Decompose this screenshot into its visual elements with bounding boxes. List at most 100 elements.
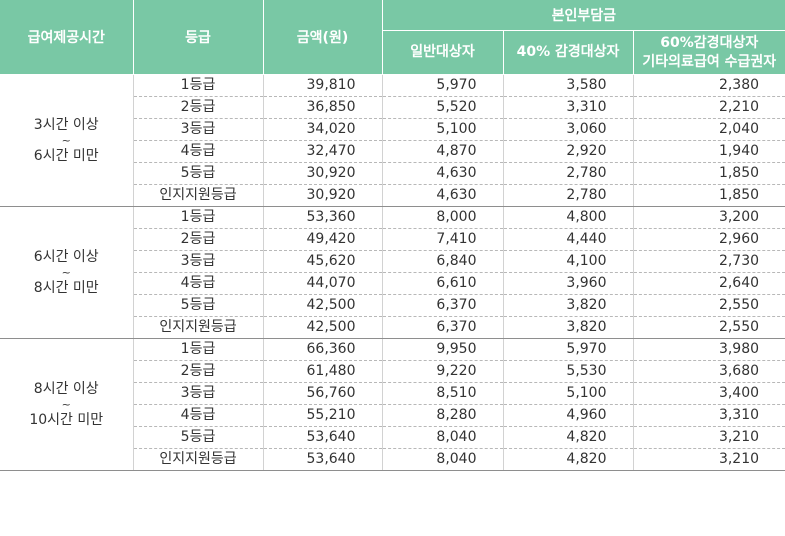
header-grade: 등급 [133,0,264,75]
time-from: 3시간 이상 [33,117,99,133]
amount-cell: 30,920 [262,184,382,207]
reduced40-copay-cell: 3,960 [502,272,633,295]
table-row: 인지지원등급 53,640 8,040 4,820 3,210 [0,448,785,471]
general-copay-cell: 8,510 [381,382,503,405]
grade-cell: 인지지원등급 [132,448,263,471]
reduced40-copay-cell: 5,100 [502,382,633,405]
general-copay-cell: 8,000 [381,206,503,229]
general-copay-cell: 7,410 [381,228,503,251]
reduced60-copay-cell: 3,400 [632,382,785,405]
general-copay-cell: 6,840 [381,250,503,273]
reduced40-copay-cell: 3,820 [502,316,633,339]
reduced60-copay-cell: 3,680 [632,360,785,383]
general-copay-cell: 5,970 [381,74,503,97]
reduced60-copay-cell: 2,550 [632,316,785,339]
time-tilde: ~ [61,134,71,147]
grade-cell: 3등급 [132,250,263,273]
header-reduced-60-line1: 60%감경대상자 [660,34,759,51]
reduced40-copay-cell: 4,820 [502,426,633,449]
grade-cell: 3등급 [132,118,263,141]
reduced40-copay-cell: 2,780 [502,184,633,207]
grade-cell: 2등급 [132,228,263,251]
time-from: 6시간 이상 [33,249,99,265]
general-copay-cell: 6,370 [381,316,503,339]
reduced60-copay-cell: 3,210 [632,426,785,449]
header-amount: 금액(원) [263,0,383,75]
table-row: 2등급 36,850 5,520 3,310 2,210 [0,96,785,119]
table-row: 5등급 53,640 8,040 4,820 3,210 [0,426,785,449]
amount-cell: 45,620 [262,250,382,273]
reduced40-copay-cell: 3,580 [502,74,633,97]
grade-cell: 1등급 [132,74,263,97]
time-range-cell: 8시간 이상 ~10시간 미만 [0,338,133,471]
reduced60-copay-cell: 2,550 [632,294,785,317]
reduced40-copay-cell: 3,060 [502,118,633,141]
table-row: 2등급 61,480 9,220 5,530 3,680 [0,360,785,383]
table-row: 6시간 이상 ~8시간 미만 1등급 53,360 8,000 4,800 3,200 [0,206,785,339]
reduced40-copay-cell: 4,820 [502,448,633,471]
grade-cell: 1등급 [132,206,263,229]
table-row: 3등급 34,020 5,100 3,060 2,040 [0,118,785,141]
grade-cell: 5등급 [132,294,263,317]
amount-cell: 49,420 [262,228,382,251]
general-copay-cell: 6,610 [381,272,503,295]
reduced60-copay-cell: 2,960 [632,228,785,251]
reduced40-copay-cell: 2,920 [502,140,633,163]
header-reduced-60-line2: 기타의료급여 수급권자 [642,53,777,70]
table-row: 2등급 49,420 7,410 4,440 2,960 [0,228,785,251]
reduced40-copay-cell: 2,780 [502,162,633,185]
table-row: 3시간 이상 ~6시간 미만 1등급 39,810 5,970 3,580 2,380 [0,74,785,207]
grade-cell: 4등급 [132,272,263,295]
amount-cell: 36,850 [262,96,382,119]
grade-cell: 2등급 [132,96,263,119]
general-copay-cell: 8,040 [381,448,503,471]
table-header: 급여제공시간 등급 금액(원) 본인부담금 일반대상자 40% 감경대상자 60… [0,0,785,75]
general-copay-cell: 8,280 [381,404,503,427]
time-to: 10시간 미만 [29,412,104,428]
reduced40-copay-cell: 4,800 [502,206,633,229]
header-reduced-40: 40% 감경대상자 [503,30,634,75]
reduced60-copay-cell: 1,850 [632,162,785,185]
time-to: 8시간 미만 [33,280,99,296]
amount-cell: 34,020 [262,118,382,141]
time-to: 6시간 미만 [33,148,99,164]
general-copay-cell: 4,870 [381,140,503,163]
reduced40-copay-cell: 4,440 [502,228,633,251]
amount-cell: 32,470 [262,140,382,163]
amount-cell: 53,640 [262,426,382,449]
general-copay-cell: 5,100 [381,118,503,141]
header-reduced-60: 60%감경대상자 기타의료급여 수급권자 [633,30,785,75]
grade-cell: 1등급 [132,338,263,361]
time-tilde: ~ [61,398,71,411]
reduced40-copay-cell: 3,310 [502,96,633,119]
table-row: 인지지원등급 42,500 6,370 3,820 2,550 [0,316,785,339]
reduced60-copay-cell: 3,200 [632,206,785,229]
general-copay-cell: 9,220 [381,360,503,383]
amount-cell: 55,210 [262,404,382,427]
general-copay-cell: 5,520 [381,96,503,119]
amount-cell: 30,920 [262,162,382,185]
table-row: 5등급 42,500 6,370 3,820 2,550 [0,294,785,317]
amount-cell: 66,360 [262,338,382,361]
amount-cell: 56,760 [262,382,382,405]
time-tilde: ~ [61,266,71,279]
grade-cell: 4등급 [132,140,263,163]
grade-cell: 인지지원등급 [132,316,263,339]
table-row: 3등급 45,620 6,840 4,100 2,730 [0,250,785,273]
time-from: 8시간 이상 [33,381,99,397]
time-range-cell: 6시간 이상 ~8시간 미만 [0,206,133,339]
grade-cell: 3등급 [132,382,263,405]
reduced60-copay-cell: 2,040 [632,118,785,141]
reduced40-copay-cell: 4,100 [502,250,633,273]
amount-cell: 42,500 [262,316,382,339]
table-row: 8시간 이상 ~10시간 미만 1등급 66,360 9,950 5,970 3,980 [0,338,785,471]
reduced60-copay-cell: 2,380 [632,74,785,97]
reduced60-copay-cell: 3,210 [632,448,785,471]
table-row: 3등급 56,760 8,510 5,100 3,400 [0,382,785,405]
reduced40-copay-cell: 5,970 [502,338,633,361]
header-general: 일반대상자 [382,30,504,75]
table-row: 4등급 55,210 8,280 4,960 3,310 [0,404,785,427]
general-copay-cell: 8,040 [381,426,503,449]
amount-cell: 44,070 [262,272,382,295]
grade-cell: 2등급 [132,360,263,383]
